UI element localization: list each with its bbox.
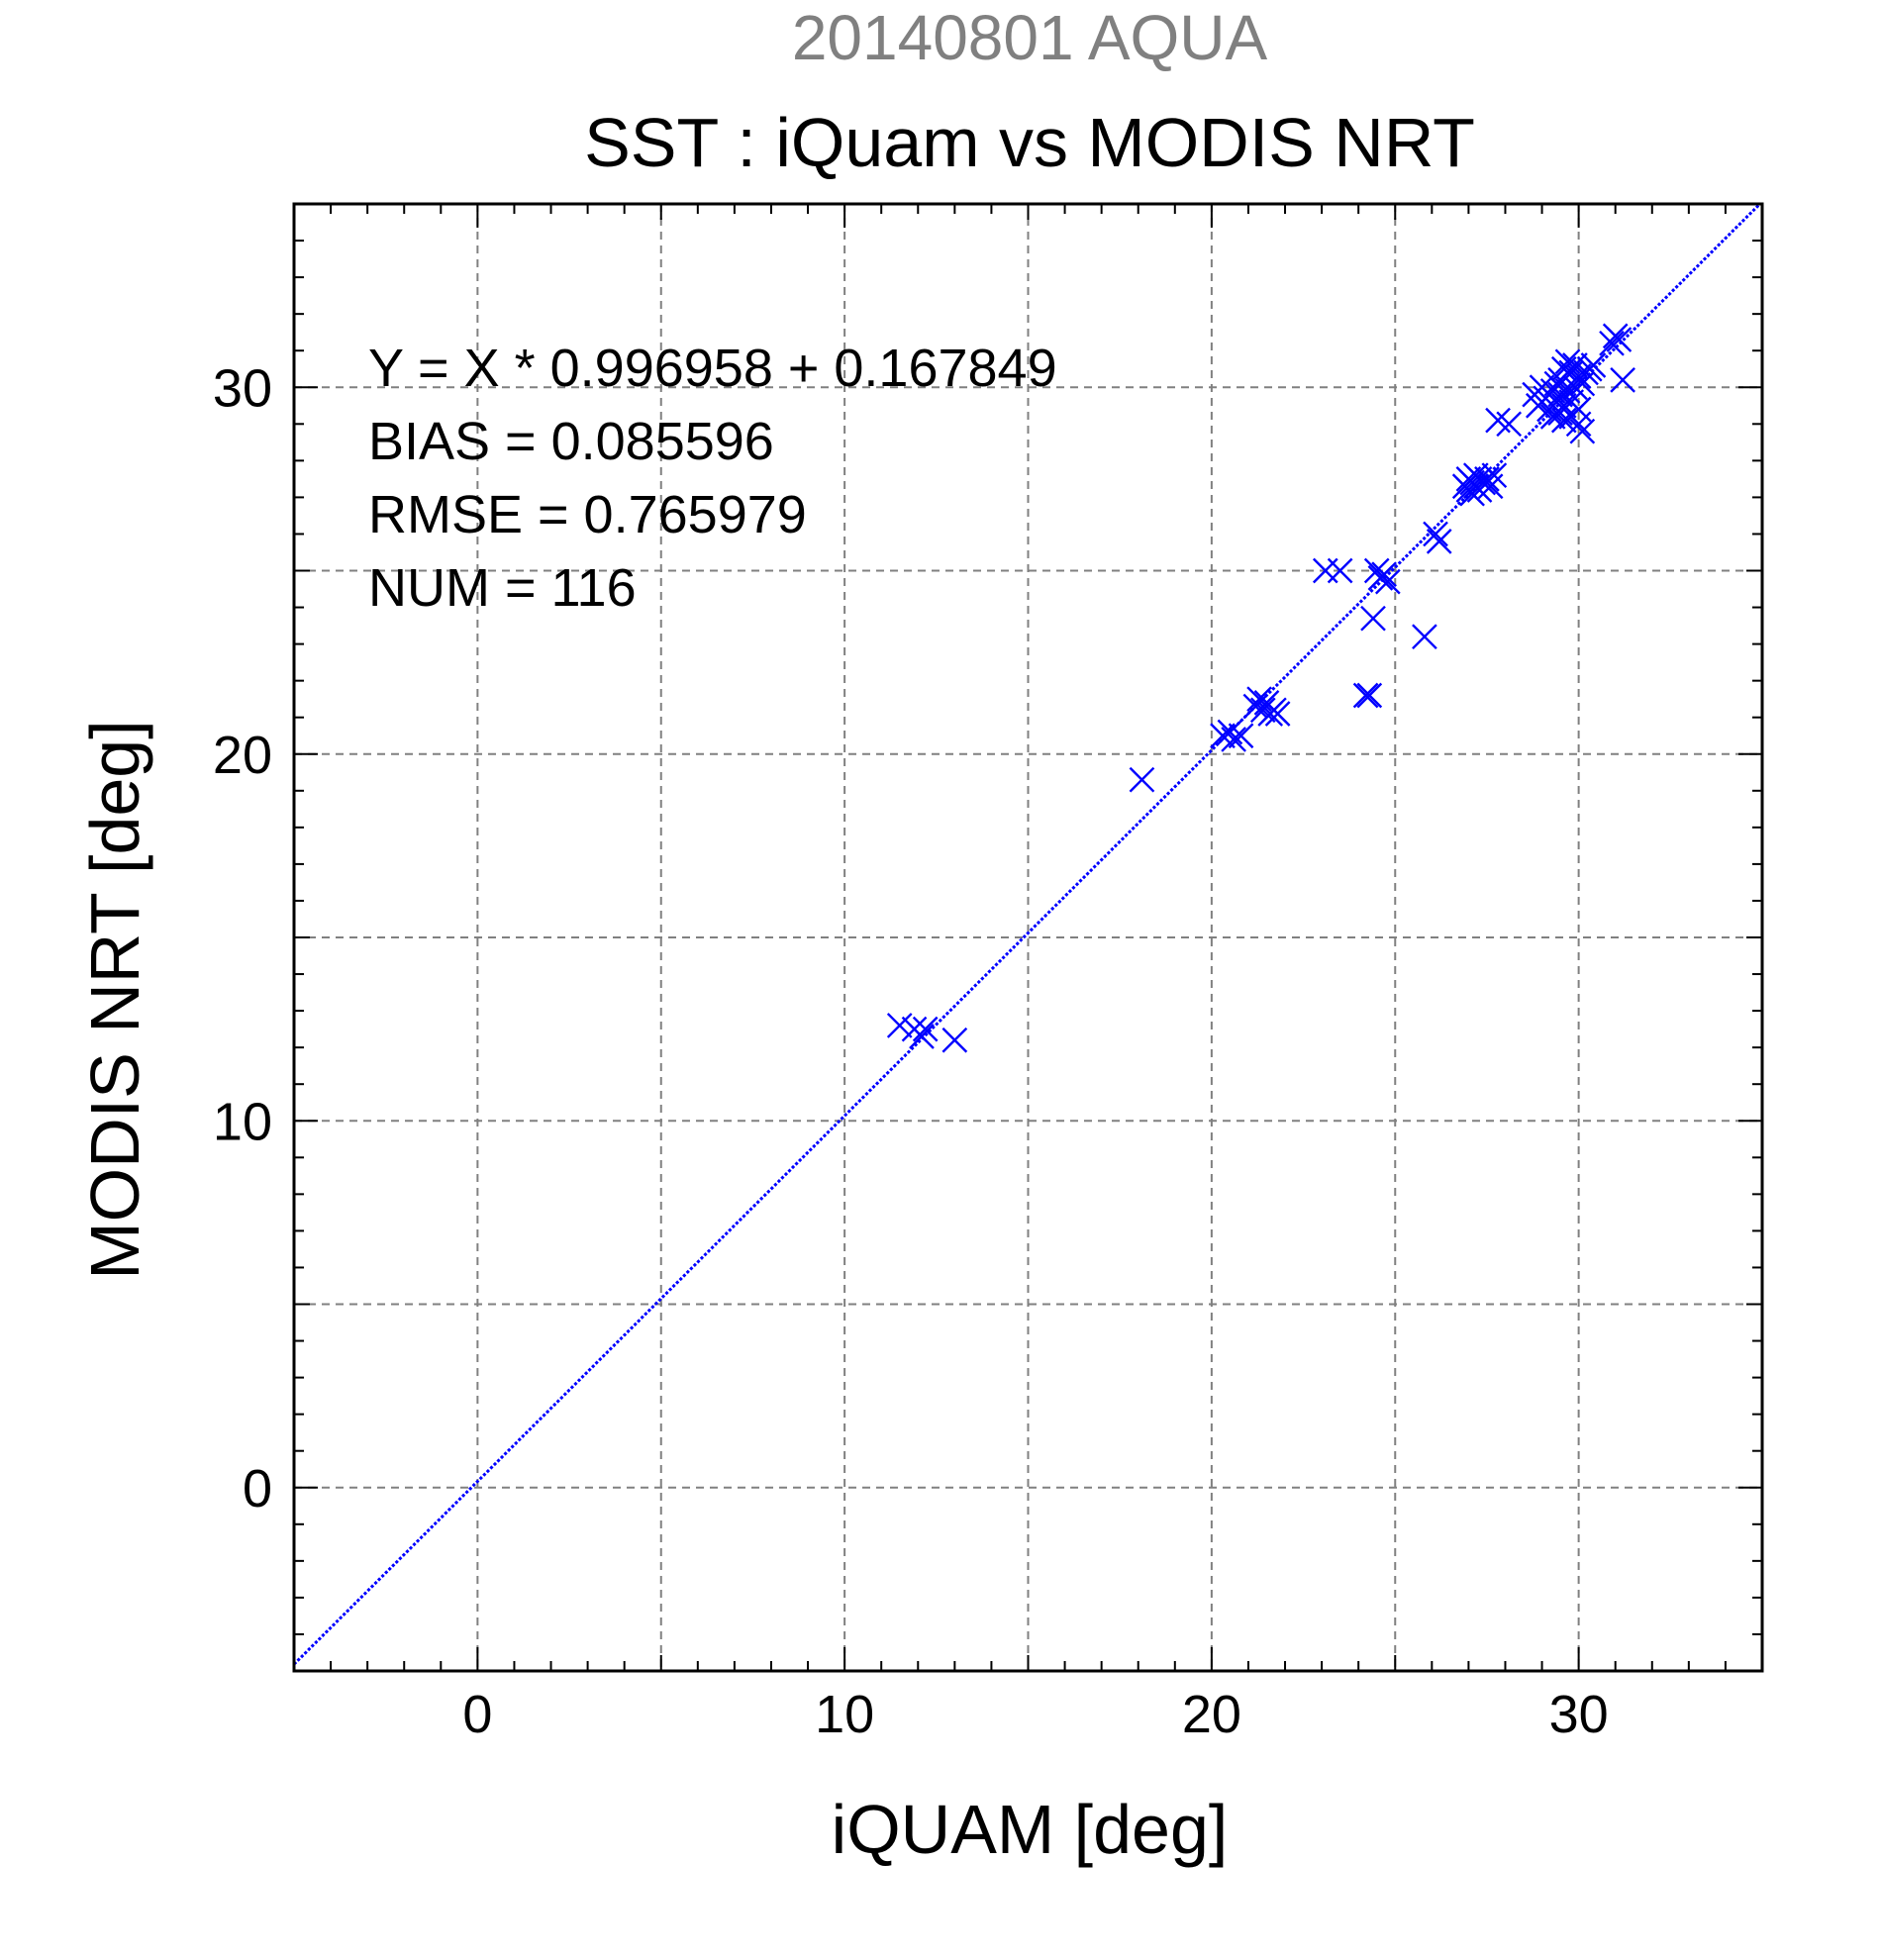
data-point [1580, 352, 1607, 378]
data-point [1221, 727, 1246, 752]
data-point [1360, 605, 1386, 632]
data-point [1569, 418, 1596, 444]
data-points [886, 323, 1635, 1053]
y-tick-label: 30 [213, 358, 272, 418]
tick-labels: 0 10 20 30 0 10 20 30 [213, 358, 1609, 1744]
data-point [912, 1016, 939, 1042]
chart-title: 20140801 AQUA [792, 2, 1268, 73]
grid-lines [294, 204, 1762, 1671]
bias-text: BIAS = 0.085596 [368, 412, 774, 471]
data-point [1129, 766, 1155, 793]
x-tick-label: 10 [815, 1685, 874, 1744]
data-point [1606, 327, 1633, 352]
data-point [1481, 462, 1508, 489]
fit-line [292, 202, 1761, 1666]
data-point [1565, 411, 1592, 438]
plot-frame [292, 202, 1764, 1673]
data-point [1249, 697, 1276, 724]
data-point [1356, 682, 1383, 709]
data-point [1374, 568, 1401, 595]
data-point [1423, 521, 1448, 547]
fit-line-layer [292, 202, 1761, 1666]
fit-equation-text: Y = X * 0.996958 + 0.167849 [368, 339, 1057, 398]
data-point [886, 1013, 913, 1038]
y-tick-label: 10 [213, 1092, 272, 1151]
rmse-text: RMSE = 0.765979 [368, 485, 807, 544]
num-text: NUM = 116 [368, 558, 637, 618]
data-point [1352, 682, 1379, 709]
x-tick-label: 30 [1549, 1685, 1609, 1744]
y-axis-label: MODIS NRT [deg] [76, 720, 153, 1279]
data-point [1565, 363, 1592, 389]
stats-annotations: Y = X * 0.996958 + 0.167849 BIAS = 0.085… [368, 339, 1057, 618]
data-point [1599, 330, 1625, 356]
data-point [1264, 701, 1291, 727]
data-point [941, 1027, 968, 1053]
x-tick-label: 20 [1182, 1685, 1241, 1744]
x-tick-label: 0 [462, 1685, 492, 1744]
data-point [1610, 366, 1635, 393]
data-point [909, 1024, 935, 1049]
data-point [1496, 411, 1523, 438]
data-point [1550, 407, 1577, 434]
x-axis-label: iQUAM [deg] [832, 1791, 1229, 1868]
data-point [1412, 624, 1437, 650]
data-point [1228, 723, 1254, 749]
chart-subtitle: SST : iQuam vs MODIS NRT [584, 104, 1475, 181]
data-point [1327, 557, 1353, 584]
y-tick-label: 0 [243, 1459, 272, 1519]
y-tick-label: 20 [213, 726, 272, 785]
data-point [1371, 561, 1397, 588]
data-point [1474, 466, 1500, 492]
data-point [1426, 529, 1452, 554]
